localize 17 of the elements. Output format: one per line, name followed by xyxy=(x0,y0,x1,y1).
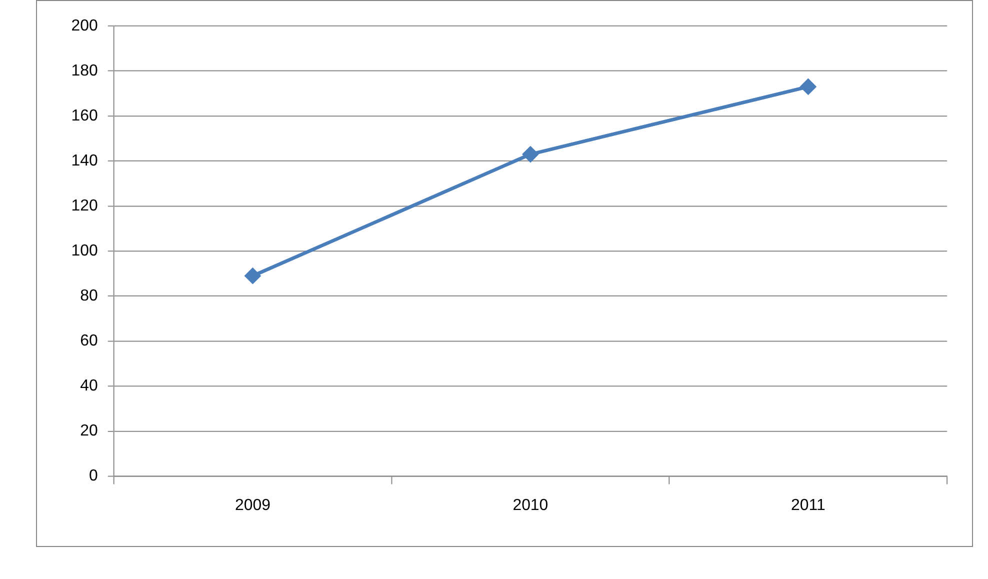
y-tick-label: 200 xyxy=(71,17,98,34)
point xyxy=(522,146,538,162)
x-tick-label: 2009 xyxy=(234,497,271,514)
y-tick-label: 160 xyxy=(71,107,98,124)
y-tick-label: 80 xyxy=(80,288,98,305)
y-tick-label: 40 xyxy=(80,378,98,395)
y-tick-label: 140 xyxy=(71,152,98,170)
y-tick-label: 20 xyxy=(80,422,98,440)
point xyxy=(800,78,816,94)
y-tick-label: 100 xyxy=(71,242,98,260)
x-tick-label: 2011 xyxy=(791,497,826,514)
y-tick-label: 120 xyxy=(71,197,98,214)
point xyxy=(244,268,260,284)
y-tick-label: 60 xyxy=(80,332,98,350)
y-tick-label: 180 xyxy=(71,62,98,80)
x-tick-label: 2010 xyxy=(512,497,548,514)
y-tick-label: 0 xyxy=(88,468,98,485)
